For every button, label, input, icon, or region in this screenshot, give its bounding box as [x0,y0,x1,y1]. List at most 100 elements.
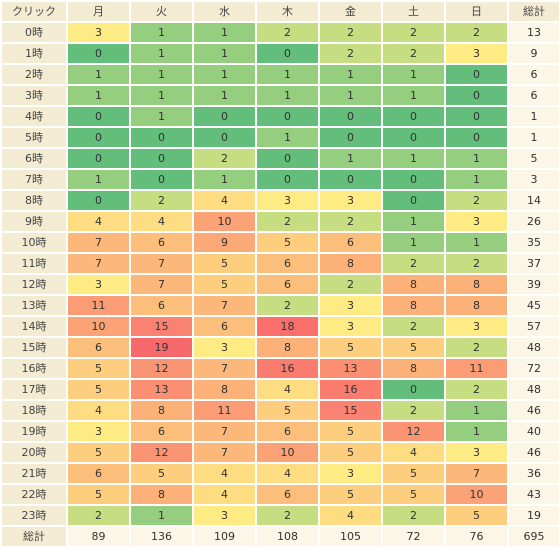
heat-cell-sat: 5 [383,485,444,504]
hour-label: 8時 [2,191,66,210]
heat-cell-fri: 13 [320,359,381,378]
heat-cell-sun: 1 [446,401,507,420]
heat-cell-fri: 0 [320,170,381,189]
hour-label: 16時 [2,359,66,378]
heat-cell-tue: 0 [131,128,192,147]
row-total: 48 [509,380,559,399]
footer-total-sat: 72 [383,527,444,546]
heat-cell-fri: 3 [320,296,381,315]
row-total: 72 [509,359,559,378]
heat-cell-tue: 7 [131,254,192,273]
heat-cell-fri: 6 [320,233,381,252]
hour-row: 0時 3 1 1 2 2 2 2 13 [2,23,559,42]
hour-row: 2時 1 1 1 1 1 1 0 6 [2,65,559,84]
hour-label: 7時 [2,170,66,189]
hour-row: 14時 10 15 6 18 3 2 3 57 [2,317,559,336]
heat-cell-sun: 0 [446,128,507,147]
hour-label: 13時 [2,296,66,315]
heat-cell-wed: 0 [194,107,255,126]
heat-cell-sun: 3 [446,443,507,462]
row-total: 40 [509,422,559,441]
row-total: 1 [509,107,559,126]
heat-cell-thu: 1 [257,65,318,84]
row-total: 37 [509,254,559,273]
hour-row: 6時 0 0 2 0 1 1 1 5 [2,149,559,168]
row-total: 5 [509,149,559,168]
hour-label: 20時 [2,443,66,462]
heat-cell-sat: 2 [383,317,444,336]
footer-label: 総計 [2,527,66,546]
heat-cell-sun: 10 [446,485,507,504]
hour-row: 18時 4 8 11 5 15 2 1 46 [2,401,559,420]
day-header-sat: 土 [383,2,444,21]
heat-cell-sun: 11 [446,359,507,378]
row-total: 36 [509,464,559,483]
heat-cell-thu: 5 [257,233,318,252]
heat-cell-sun: 1 [446,149,507,168]
hour-rows: 0時 3 1 1 2 2 2 2 13 1時 0 1 1 0 2 2 3 9 2時 1 1 1 1 1 1 0 6 3時 1 1 1 1 1 1 0… [2,23,559,525]
heat-cell-wed: 3 [194,338,255,357]
heat-cell-thu: 8 [257,338,318,357]
heat-cell-sat: 8 [383,359,444,378]
heat-cell-mon: 0 [68,128,129,147]
row-total: 6 [509,65,559,84]
heat-cell-thu: 5 [257,401,318,420]
hour-label: 23時 [2,506,66,525]
heat-cell-tue: 7 [131,275,192,294]
heat-cell-wed: 4 [194,464,255,483]
heat-cell-thu: 4 [257,380,318,399]
heat-cell-thu: 4 [257,464,318,483]
heat-cell-fri: 5 [320,443,381,462]
hour-label: 2時 [2,65,66,84]
heat-cell-sun: 2 [446,23,507,42]
heat-cell-sat: 2 [383,506,444,525]
heat-cell-sat: 0 [383,170,444,189]
heat-cell-tue: 19 [131,338,192,357]
heat-cell-sun: 1 [446,422,507,441]
heat-cell-tue: 5 [131,464,192,483]
heat-cell-sun: 2 [446,338,507,357]
heat-cell-sat: 12 [383,422,444,441]
heat-cell-thu: 18 [257,317,318,336]
heat-cell-sat: 0 [383,107,444,126]
heat-cell-sun: 2 [446,254,507,273]
heat-cell-fri: 15 [320,401,381,420]
heat-cell-thu: 0 [257,170,318,189]
heat-cell-sat: 2 [383,254,444,273]
day-header-mon: 月 [68,2,129,21]
hour-row: 13時 11 6 7 2 3 8 8 45 [2,296,559,315]
row-total: 19 [509,506,559,525]
hour-label: 3時 [2,86,66,105]
hour-row: 5時 0 0 0 1 0 0 0 1 [2,128,559,147]
heat-cell-sun: 3 [446,317,507,336]
heat-cell-sun: 5 [446,506,507,525]
heat-cell-wed: 1 [194,44,255,63]
heat-cell-mon: 0 [68,149,129,168]
heat-cell-thu: 0 [257,149,318,168]
heat-cell-thu: 10 [257,443,318,462]
heat-cell-tue: 8 [131,401,192,420]
heat-cell-sat: 0 [383,380,444,399]
header-row: クリック 月 火 水 木 金 土 日 総計 [2,2,559,21]
row-total: 43 [509,485,559,504]
row-total: 46 [509,443,559,462]
total-header: 総計 [509,2,559,21]
heat-cell-wed: 5 [194,254,255,273]
heat-cell-mon: 7 [68,233,129,252]
heat-cell-wed: 10 [194,212,255,231]
heat-cell-sun: 3 [446,44,507,63]
heat-cell-thu: 0 [257,44,318,63]
footer-total-row: 総計 89 136 109 108 105 72 76 695 [2,527,559,546]
heat-cell-wed: 7 [194,422,255,441]
heat-cell-fri: 1 [320,86,381,105]
heat-cell-tue: 12 [131,359,192,378]
hour-row: 23時 2 1 3 2 4 2 5 19 [2,506,559,525]
hour-row: 21時 6 5 4 4 3 5 7 36 [2,464,559,483]
heat-cell-thu: 1 [257,128,318,147]
heat-cell-sat: 1 [383,65,444,84]
heat-cell-mon: 5 [68,380,129,399]
heat-cell-thu: 6 [257,254,318,273]
row-total: 39 [509,275,559,294]
heat-cell-wed: 1 [194,65,255,84]
hour-label: 1時 [2,44,66,63]
